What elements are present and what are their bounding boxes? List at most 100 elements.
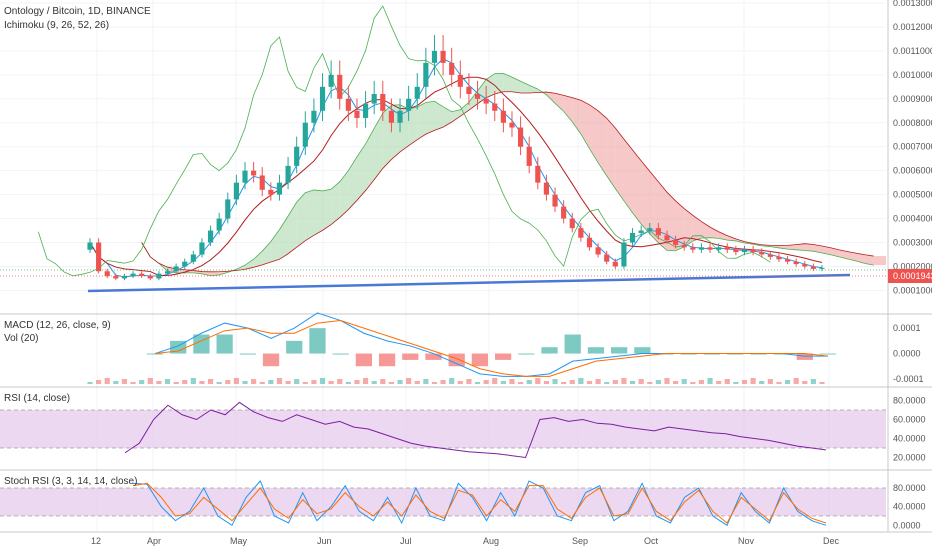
candle-body [586,237,593,248]
candle-body [337,74,343,99]
volume-bar [104,378,110,384]
time-tick-label: Oct [644,536,659,546]
rsi-label: RSI (14, close) [4,393,70,404]
volume-bar [716,381,722,384]
candle-body [569,218,575,229]
macd-histogram-bar [564,334,581,354]
stoch-tick-label: 0.0000 [893,520,921,530]
volume-bar [741,380,748,384]
volume-bar [784,380,791,384]
support-trendline[interactable] [87,273,851,293]
macd-histogram-bar [541,347,558,354]
price-tick-label: 0.0007000 [893,142,932,152]
macd-tick-label: -0.0001 [893,374,924,384]
volume-bar [518,382,524,384]
time-tick-label: 12 [91,536,101,546]
volume-bar [638,379,644,384]
cloud-segment [288,202,297,254]
cloud-segment [460,102,469,117]
kijun-line [89,76,823,276]
macd-axis: 0.0001 0.0000 -0.0001 [893,323,924,384]
candle-body [302,122,308,147]
candle-body [724,247,730,250]
cloud-segment [270,229,280,262]
price-axis[interactable]: 0.0013000 0.0012000 0.0011000 0.0010000 0.00… [893,0,932,295]
price-tick-label: 0.0011000 [893,46,932,56]
cloud-segment [425,101,435,135]
cloud-segment [727,235,736,241]
candle-body [750,249,756,253]
candle-body [319,86,326,111]
stoch-k-line [132,480,827,527]
candle-body [474,94,481,99]
candle-body [647,228,653,231]
time-tick-label: Apr [147,536,161,546]
volume-bar [449,378,455,384]
volume-bar [319,378,326,384]
cloud-segment [710,227,719,239]
cloud-segment [632,150,642,224]
candle-body [673,240,679,245]
volume-bar [802,381,808,384]
macd-histogram-bar [146,353,164,355]
candle-body [139,273,145,277]
cloud-segment [339,170,349,218]
stoch-rsi-pane [0,480,886,527]
cloud-segment [546,92,556,104]
candle-body [354,110,360,118]
candle-body [466,86,472,95]
cloud-segment [580,100,590,149]
cloud-segment [313,189,323,236]
volume-bar [311,380,317,384]
candle-body [784,259,791,262]
cloud-segment [865,254,874,266]
price-tick-label: 0.0006000 [893,166,932,176]
candle-body [629,232,636,243]
ichimoku-label: Ichimoku (9, 26, 52, 26) [4,20,109,31]
macd-histogram-bar [634,347,651,354]
volume-bar [793,378,799,384]
candle-body [733,249,739,253]
volume-bar [733,382,739,384]
macd-histogram-bar [309,328,326,354]
cloud-segment [641,160,650,234]
rsi-tick-label: 40.0000 [893,434,926,444]
candle-body [664,235,670,241]
cloud-segment [365,128,375,191]
volume-bar [414,381,420,384]
candle-body [552,194,558,207]
macd-histogram-bar [448,353,465,367]
time-tick-label: Jul [400,536,412,546]
macd-histogram-bar [587,347,605,354]
macd-histogram-bar [494,353,512,360]
candle-body [207,230,214,243]
volume-bar [612,380,618,384]
rsi-axis: 80.0000 60.0000 40.0000 20.0000 [893,396,926,463]
volume-bar [561,382,567,384]
time-axis[interactable]: 12 Apr May Jun Jul Aug Sep Oct Nov Dec [91,536,840,546]
candle-body [638,230,644,233]
signal-line [154,320,829,377]
cloud-segment [873,256,886,266]
macd-histogram-bar [193,334,210,354]
volume-bar [362,378,369,384]
volume-bar [457,381,463,384]
macd-histogram [146,328,837,367]
volume-bar [216,382,222,384]
macd-histogram-bar [518,353,535,355]
macd-histogram-bar [355,353,372,367]
cloud-segment [684,208,693,247]
volume-bar [268,380,274,384]
candle-body [130,273,136,277]
volume-bar [629,381,636,384]
macd-histogram-bar [796,353,813,360]
cloud-segment [511,77,521,93]
candle-body [121,276,128,279]
candle-body [251,170,257,176]
candlesticks [87,35,825,281]
macd-label: MACD (12, 26, close, 9) [4,320,111,331]
rsi-tick-label: 80.0000 [893,396,926,406]
candle-body [113,276,119,279]
volume-bar [397,380,403,384]
